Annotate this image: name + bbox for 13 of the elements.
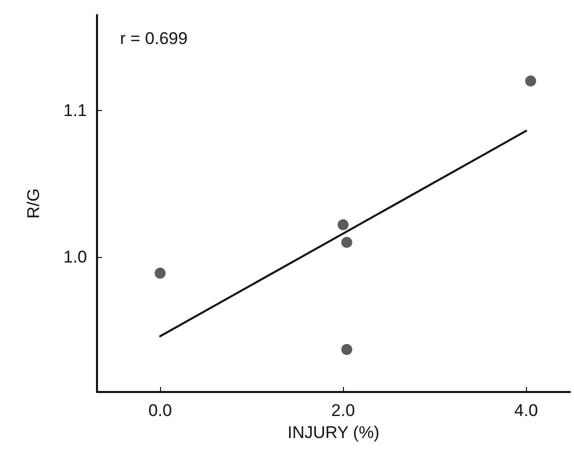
x-tick-label: 2.0 <box>331 401 355 420</box>
x-tick-label: 0.0 <box>148 401 172 420</box>
y-tick-label: 1.1 <box>63 100 87 120</box>
x-axis-title: INJURY (%) <box>288 423 380 442</box>
x-tick-label: 4.0 <box>514 401 538 420</box>
point <box>525 76 536 87</box>
y-axis-title: R/G <box>24 188 43 219</box>
point <box>341 344 352 355</box>
point <box>338 219 349 230</box>
y-tick-label: 1.0 <box>63 248 87 267</box>
point <box>341 236 352 248</box>
point <box>154 268 166 279</box>
annotation: r = 0.699 <box>120 29 188 48</box>
